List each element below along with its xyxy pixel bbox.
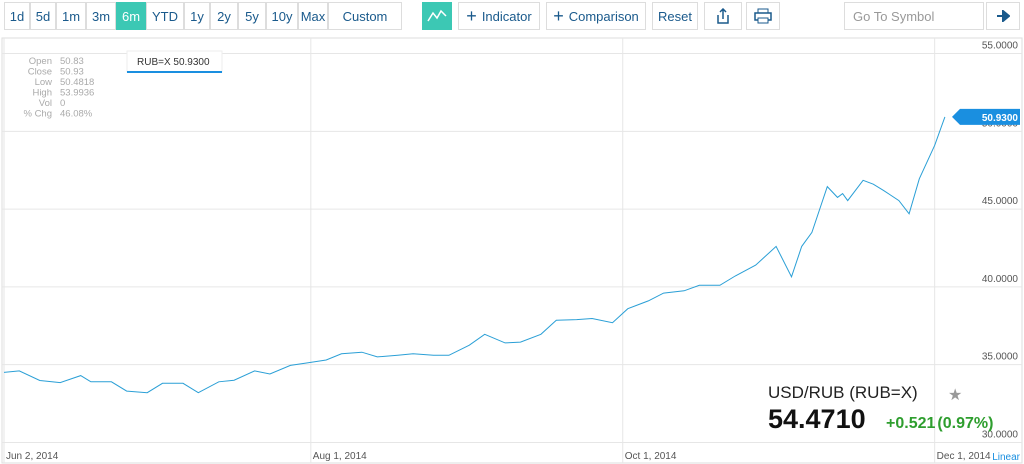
range-button[interactable]: Max <box>298 2 328 30</box>
indicator-button[interactable]: + Indicator <box>458 2 540 30</box>
symbol-input[interactable]: Go To Symbol <box>844 2 984 30</box>
info-label: % Chg <box>23 109 52 120</box>
info-value: 50.83 <box>60 56 84 67</box>
y-tick-label: 35.0000 <box>982 352 1019 363</box>
range-button[interactable]: 5y <box>238 2 266 30</box>
price-tag <box>952 108 1020 125</box>
reset-button[interactable]: Reset <box>652 2 698 30</box>
label: Indicator <box>481 8 532 24</box>
info-value: 0 <box>60 98 65 109</box>
range-button[interactable]: 5d <box>30 2 56 30</box>
quote-name: USD/RUB (RUB=X) <box>768 383 918 402</box>
tooltip: RUB=X 50.9300 <box>137 57 210 68</box>
range-button[interactable]: 1m <box>56 2 86 30</box>
info-label: High <box>32 88 52 99</box>
quote-change: +0.521 (0.97%) <box>886 415 993 432</box>
y-tick-label: 45.0000 <box>982 196 1019 207</box>
price-line <box>3 116 946 394</box>
x-tick-label: Aug 1, 2014 <box>313 451 367 462</box>
price-tag-label: 50.9300 <box>982 113 1019 124</box>
go-button[interactable] <box>986 2 1020 30</box>
range-button[interactable]: YTD <box>146 2 184 30</box>
y-tick-label: 30.0000 <box>982 429 1019 440</box>
range-button[interactable]: 10y <box>266 2 298 30</box>
range-button[interactable]: 3m <box>86 2 116 30</box>
chart-frame <box>1 37 1023 464</box>
label: Comparison <box>568 8 639 24</box>
share-button[interactable] <box>704 2 742 30</box>
info-value: 46.08% <box>60 109 93 120</box>
chart-type-button[interactable] <box>422 2 452 30</box>
comparison-button[interactable]: + Comparison <box>546 2 646 30</box>
range-button[interactable]: 1d <box>4 2 30 30</box>
toolbar: 1d 5d 1m 3m 6m YTD 1y 2y 5y 10y Max Custom + Indicato… <box>0 0 1024 34</box>
change-pct: (0.97%) <box>937 415 993 432</box>
range-button[interactable]: 2y <box>210 2 238 30</box>
info-value: 50.93 <box>60 67 84 78</box>
info-label: Low <box>35 77 53 88</box>
print-button[interactable] <box>746 2 780 30</box>
scale-toggle[interactable]: Linear <box>992 452 1020 463</box>
range-button[interactable]: 6m <box>116 2 146 30</box>
info-value: 50.4818 <box>60 77 94 88</box>
range-button[interactable]: 1y <box>184 2 210 30</box>
quote-price: 54.4710 <box>768 404 866 434</box>
star-icon: ★ <box>948 387 962 404</box>
info-label: Vol <box>39 98 52 109</box>
y-tick-label: 40.0000 <box>982 274 1019 285</box>
info-value: 53.9936 <box>60 88 94 99</box>
info-label: Close <box>28 67 52 78</box>
range-button[interactable]: Custom <box>328 2 402 30</box>
x-tick-label: Jun 2, 2014 <box>6 451 59 462</box>
x-tick-label: Dec 1, 2014 <box>937 451 991 462</box>
y-tick-label: 55.0000 <box>982 41 1019 52</box>
x-tick-label: Oct 1, 2014 <box>625 451 677 462</box>
info-label: Open <box>29 56 52 67</box>
change: +0.521 <box>886 415 935 432</box>
